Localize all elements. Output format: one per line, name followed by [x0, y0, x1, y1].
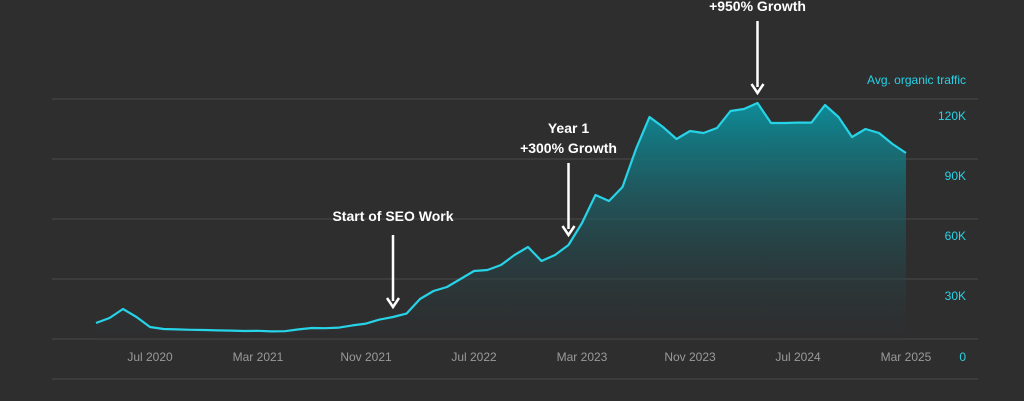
x-tick-label: Nov 2023 — [664, 350, 716, 364]
y-tick-label: 30K — [945, 289, 966, 303]
x-tick-label: Mar 2021 — [233, 350, 284, 364]
annotation-arrowhead — [561, 225, 576, 238]
annotation-arrowhead — [385, 297, 401, 310]
y-tick-label: 0 — [959, 350, 966, 364]
y-axis: 120K 90K 60K 30K 0 — [938, 109, 966, 364]
y-tick-label: 60K — [945, 229, 966, 243]
x-tick-label: Nov 2021 — [340, 350, 392, 364]
annotation-title: Start of SEO Work — [332, 208, 453, 224]
y-tick-label: 90K — [945, 169, 966, 183]
x-tick-label: Jul 2022 — [451, 350, 497, 364]
x-tick-label: Jul 2020 — [127, 350, 173, 364]
y-axis-label: Avg. organic traffic — [867, 73, 966, 87]
annotation-title: Year 1 — [548, 120, 589, 136]
annotation-arrowhead — [750, 83, 765, 96]
series-area — [96, 103, 906, 339]
x-tick-label: Mar 2025 — [881, 350, 932, 364]
x-tick-label: Jul 2024 — [775, 350, 821, 364]
x-tick-label: Mar 2023 — [557, 350, 608, 364]
x-axis: Jul 2020 Mar 2021 Nov 2021 Jul 2022 Mar 2023… — [127, 350, 931, 364]
annotation-subtitle: +950% Growth — [709, 0, 806, 14]
series-line — [95, 101, 907, 333]
annotation-subtitle: +300% Growth — [520, 140, 617, 156]
y-tick-label: 120K — [938, 109, 966, 123]
